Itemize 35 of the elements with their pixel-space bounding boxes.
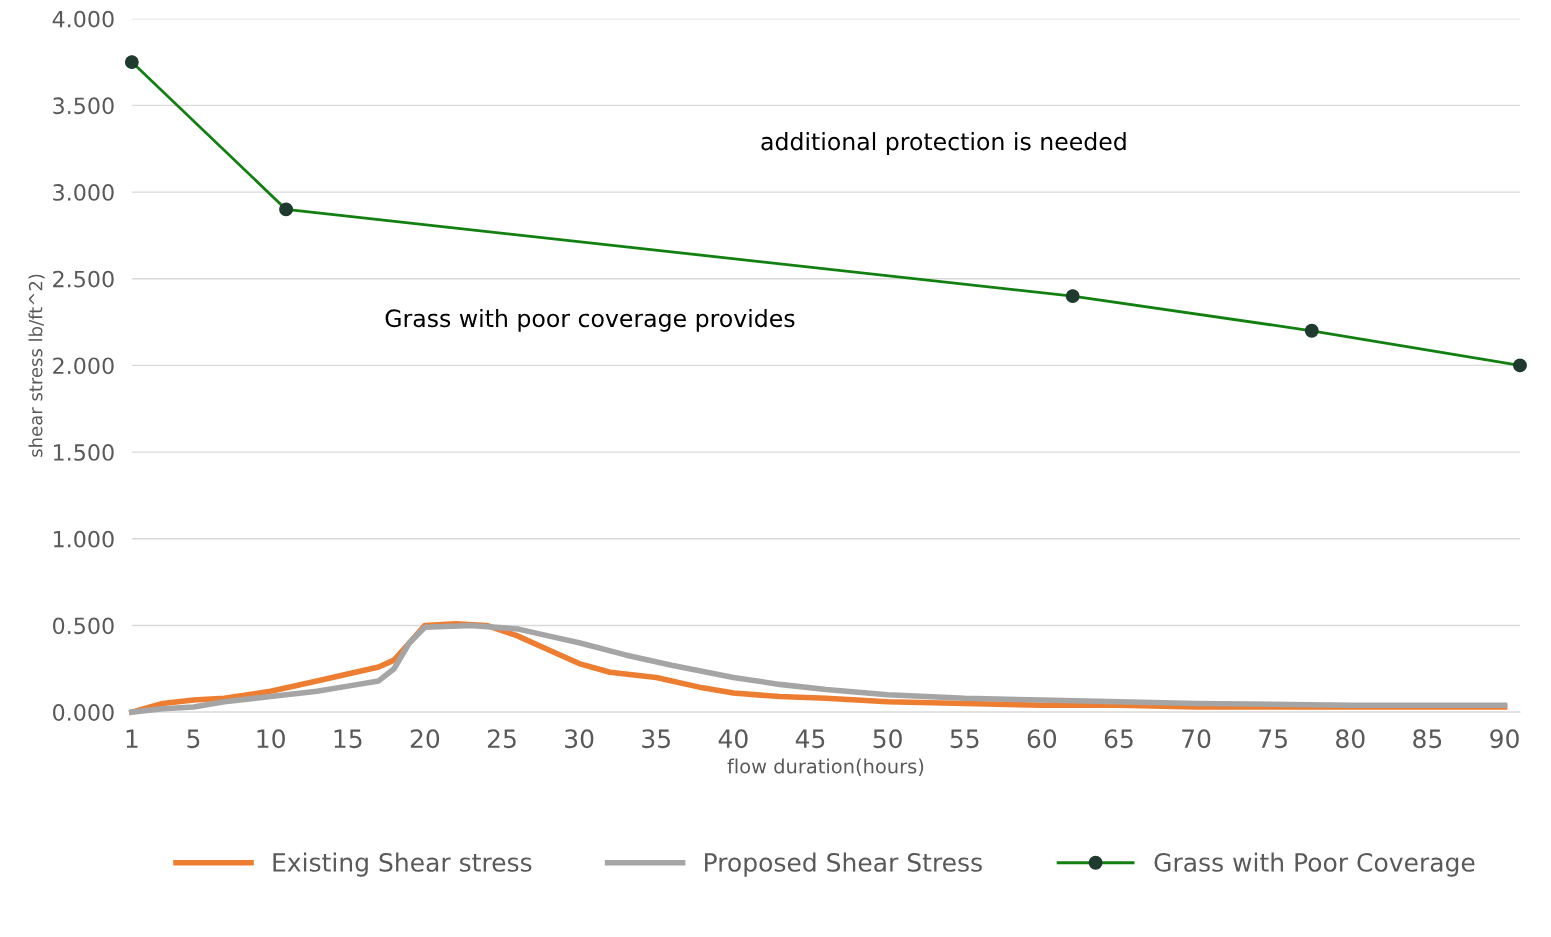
legend-label: Existing Shear stress xyxy=(273,852,532,877)
annotation: Grass with poor coverage provides xyxy=(385,308,795,332)
x-tick-label: 20 xyxy=(410,729,440,749)
legend-label: Proposed Shear Stress xyxy=(705,852,982,877)
legend-label: Grass with Poor Coverage xyxy=(1154,852,1475,877)
y-tick-label: 2.500 xyxy=(53,270,114,288)
y-tick-label: 1.500 xyxy=(53,444,114,461)
x-tick-label: 50 xyxy=(873,729,902,749)
y-axis-title: shear stress lb/ft^2) xyxy=(28,274,45,457)
x-tick-label: 55 xyxy=(950,729,979,749)
x-tick-label: 40 xyxy=(718,729,748,749)
x-tick-label: 30 xyxy=(565,729,594,749)
y-tick-label: 3.500 xyxy=(53,97,114,115)
y-tick-label: 0.500 xyxy=(53,617,114,635)
y-tick-label: 3.000 xyxy=(53,184,114,201)
x-tick-label: 80 xyxy=(1336,729,1365,749)
x-tick-label: 75 xyxy=(1259,729,1287,749)
x-tick-label: 90 xyxy=(1490,729,1519,749)
x-tick-label: 35 xyxy=(642,729,670,749)
y-tick-label: 0.000 xyxy=(53,704,114,721)
x-tick-label: 65 xyxy=(1104,729,1133,749)
x-tick-label: 60 xyxy=(1027,729,1057,749)
x-tick-label: 10 xyxy=(257,729,285,749)
x-tick-label: 25 xyxy=(487,729,516,749)
y-tick-label: 4.000 xyxy=(52,10,114,28)
x-tick-label: 45 xyxy=(795,729,825,749)
x-tick-label: 1 xyxy=(126,729,138,748)
annotation: additional protection is needed xyxy=(761,132,1126,155)
x-tick-label: 5 xyxy=(187,729,200,749)
x-tick-label: 15 xyxy=(334,729,362,749)
x-tick-label: 85 xyxy=(1413,729,1442,749)
x-tick-label: 70 xyxy=(1182,729,1211,749)
y-tick-label: 2.000 xyxy=(53,357,114,375)
x-axis-title: flow duration(hours) xyxy=(727,758,924,776)
y-tick-label: 1.000 xyxy=(53,530,114,548)
